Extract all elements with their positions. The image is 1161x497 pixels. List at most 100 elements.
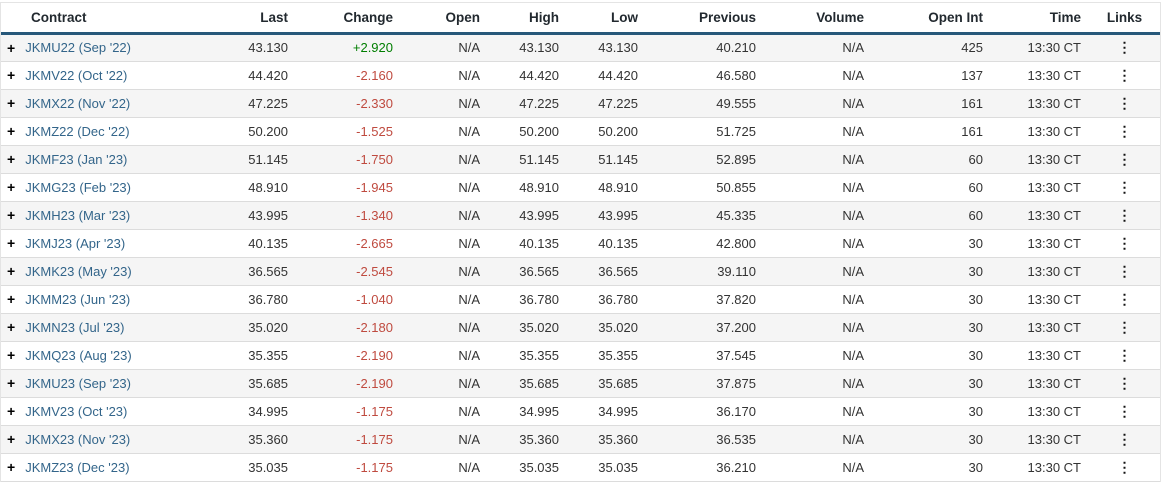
change-cell: -2.545 [296, 257, 401, 286]
previous-cell: 37.545 [646, 341, 764, 370]
contract-link[interactable]: JKMM23 (Jun '23) [25, 291, 131, 307]
low-cell: 44.420 [567, 61, 646, 90]
expand-row-plus-icon[interactable]: + [7, 403, 16, 419]
links-menu-kebab-icon[interactable]: ⋮ [1117, 262, 1132, 279]
high-cell: 35.355 [488, 341, 567, 370]
expand-row-plus-icon[interactable]: + [7, 151, 16, 167]
contract-link[interactable]: JKMX22 (Nov '22) [25, 95, 131, 111]
links-menu-kebab-icon[interactable]: ⋮ [1117, 430, 1132, 447]
links-menu-kebab-icon[interactable]: ⋮ [1117, 178, 1132, 195]
column-header-low[interactable]: Low [567, 3, 646, 35]
expand-row-plus-icon[interactable]: + [7, 291, 16, 307]
volume-cell: N/A [764, 89, 872, 118]
contract-link[interactable]: JKMJ23 (Apr '23) [25, 235, 126, 251]
volume-cell: N/A [764, 61, 872, 90]
column-header-open_int[interactable]: Open Int [872, 3, 991, 35]
column-header-previous[interactable]: Previous [646, 3, 764, 35]
contract-link[interactable]: JKMN23 (Jul '23) [25, 319, 125, 335]
last-cell: 35.355 [191, 341, 296, 370]
change-cell: -1.945 [296, 173, 401, 202]
links-menu-kebab-icon[interactable]: ⋮ [1117, 290, 1132, 307]
column-header-high[interactable]: High [488, 3, 567, 35]
open-int-cell: 425 [872, 33, 991, 62]
expand-row-plus-icon[interactable]: + [7, 179, 16, 195]
expand-row-plus-icon[interactable]: + [7, 235, 16, 251]
previous-cell: 37.875 [646, 369, 764, 398]
links-menu-kebab-icon[interactable]: ⋮ [1117, 122, 1132, 139]
links-cell: ⋮ [1089, 341, 1160, 370]
table-row: + JKMV23 (Oct '23) 34.995 -1.175 N/A 34.995 34… [1, 397, 1160, 426]
open-cell: N/A [401, 425, 488, 454]
expand-row-plus-icon[interactable]: + [7, 375, 16, 391]
links-menu-kebab-icon[interactable]: ⋮ [1117, 402, 1132, 419]
links-cell: ⋮ [1089, 61, 1160, 90]
header-row: Contract Last Change Open High Low Previous Vol… [1, 3, 1160, 35]
expand-row-plus-icon[interactable]: + [7, 459, 16, 475]
links-menu-kebab-icon[interactable]: ⋮ [1117, 94, 1132, 111]
high-cell: 36.780 [488, 285, 567, 314]
links-menu-kebab-icon[interactable]: ⋮ [1117, 39, 1132, 55]
change-cell: -1.175 [296, 397, 401, 426]
high-cell: 40.135 [488, 229, 567, 258]
links-cell: ⋮ [1089, 89, 1160, 118]
expand-row-plus-icon[interactable]: + [7, 431, 16, 447]
expand-row-plus-icon[interactable]: + [7, 95, 16, 111]
expand-row-plus-icon[interactable]: + [7, 263, 16, 279]
high-cell: 34.995 [488, 397, 567, 426]
open-int-cell: 30 [872, 425, 991, 454]
contract-link[interactable]: JKMZ23 (Dec '23) [25, 459, 130, 475]
last-cell: 35.020 [191, 313, 296, 342]
expand-row-plus-icon[interactable]: + [7, 207, 16, 223]
contract-link[interactable]: JKMK23 (May '23) [25, 263, 132, 279]
links-menu-kebab-icon[interactable]: ⋮ [1117, 346, 1132, 363]
last-cell: 35.360 [191, 425, 296, 454]
table-row: + JKMG23 (Feb '23) 48.910 -1.945 N/A 48.910 48… [1, 173, 1160, 202]
links-menu-kebab-icon[interactable]: ⋮ [1117, 458, 1132, 475]
contract-link[interactable]: JKMQ23 (Aug '23) [25, 347, 132, 363]
contract-link[interactable]: JKMV23 (Oct '23) [25, 403, 128, 419]
column-header-open[interactable]: Open [401, 3, 488, 35]
expand-row-plus-icon[interactable]: + [7, 67, 16, 83]
time-cell: 13:30 CT [991, 117, 1089, 146]
contract-link[interactable]: JKMH23 (Mar '23) [25, 207, 131, 223]
table-row: + JKMZ22 (Dec '22) 50.200 -1.525 N/A 50.200 50… [1, 117, 1160, 146]
links-menu-kebab-icon[interactable]: ⋮ [1117, 318, 1132, 335]
expand-row-plus-icon[interactable]: + [7, 319, 16, 335]
links-menu-kebab-icon[interactable]: ⋮ [1117, 234, 1132, 251]
table-body: + JKMU22 (Sep '22) 43.130 +2.920 N/A 43.130 43… [1, 33, 1160, 482]
links-menu-kebab-icon[interactable]: ⋮ [1117, 150, 1132, 167]
links-menu-kebab-icon[interactable]: ⋮ [1117, 206, 1132, 223]
contract-link[interactable]: JKMZ22 (Dec '22) [25, 123, 130, 139]
previous-cell: 51.725 [646, 117, 764, 146]
contract-cell: + JKMV23 (Oct '23) [1, 397, 191, 426]
last-cell: 47.225 [191, 89, 296, 118]
previous-cell: 40.210 [646, 33, 764, 62]
contract-link[interactable]: JKMG23 (Feb '23) [25, 179, 131, 195]
previous-cell: 36.210 [646, 453, 764, 482]
column-header-links[interactable]: Links [1089, 3, 1160, 35]
expand-row-plus-icon[interactable]: + [7, 39, 16, 56]
volume-cell: N/A [764, 313, 872, 342]
time-cell: 13:30 CT [991, 285, 1089, 314]
contract-link[interactable]: JKMF23 (Jan '23) [25, 151, 128, 167]
contract-link[interactable]: JKMU22 (Sep '22) [25, 40, 131, 55]
volume-cell: N/A [764, 117, 872, 146]
links-menu-kebab-icon[interactable]: ⋮ [1117, 66, 1132, 83]
high-cell: 35.685 [488, 369, 567, 398]
expand-row-plus-icon[interactable]: + [7, 347, 16, 363]
contract-link[interactable]: JKMU23 (Sep '23) [25, 375, 131, 391]
column-header-last[interactable]: Last [191, 3, 296, 35]
low-cell: 36.565 [567, 257, 646, 286]
open-cell: N/A [401, 173, 488, 202]
open-int-cell: 30 [872, 369, 991, 398]
expand-row-plus-icon[interactable]: + [7, 123, 16, 139]
links-menu-kebab-icon[interactable]: ⋮ [1117, 374, 1132, 391]
contract-link[interactable]: JKMX23 (Nov '23) [25, 431, 131, 447]
column-header-volume[interactable]: Volume [764, 3, 872, 35]
column-header-change[interactable]: Change [296, 3, 401, 35]
volume-cell: N/A [764, 285, 872, 314]
contract-link[interactable]: JKMV22 (Oct '22) [25, 67, 128, 83]
volume-cell: N/A [764, 341, 872, 370]
column-header-time[interactable]: Time [991, 3, 1089, 35]
column-header-contract[interactable]: Contract [1, 3, 191, 35]
